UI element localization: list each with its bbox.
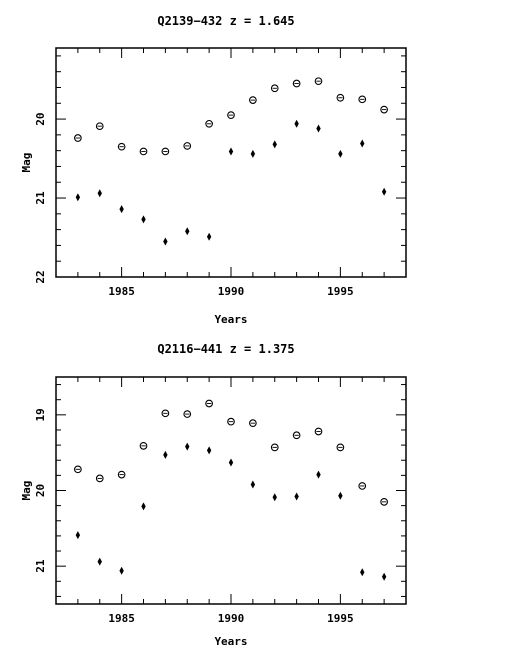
data-point-diamond [75, 193, 81, 202]
data-point-circle [205, 399, 213, 408]
data-point-circle [249, 419, 257, 428]
data-point-circle [74, 465, 82, 474]
plot-frame [55, 376, 407, 605]
x-tick-label: 1985 [108, 285, 135, 298]
data-point-circle [227, 417, 235, 426]
data-point-diamond [381, 187, 387, 196]
data-point-circle [117, 142, 126, 151]
data-point-diamond [163, 450, 168, 459]
series-2 [75, 442, 387, 581]
data-point-circle [270, 443, 279, 452]
data-point-diamond [206, 446, 212, 455]
tick-marks [55, 377, 407, 604]
data-point-diamond [338, 491, 343, 500]
data-point-circle [74, 134, 82, 142]
y-axis-label: Mag [20, 481, 33, 501]
data-point-diamond [381, 572, 387, 581]
data-point-circle [358, 482, 367, 490]
data-point-circle [117, 470, 126, 479]
data-point-circle [205, 119, 213, 128]
data-point-diamond [294, 119, 299, 128]
x-tick-label: 1985 [108, 612, 135, 625]
data-point-diamond [272, 140, 277, 149]
y-tick-label: 19 [34, 408, 47, 421]
y-tick-label: 20 [34, 484, 47, 497]
data-point-diamond [119, 566, 124, 575]
data-point-diamond [185, 442, 190, 451]
tick-marks [55, 48, 407, 278]
data-point-diamond [97, 557, 102, 566]
data-point-diamond [272, 493, 277, 502]
data-point-diamond [228, 147, 234, 156]
data-point-diamond [141, 215, 146, 224]
x-tick-label: 1990 [218, 612, 245, 625]
data-point-diamond [141, 502, 146, 511]
chart-panel-1: Q2139−432 z = 1.645 1985 1990 1995 20 21 22 Yea… [20, 14, 407, 326]
series-1 [74, 77, 388, 156]
data-point-circle [292, 79, 301, 88]
data-point-diamond [360, 139, 365, 148]
data-point-diamond [163, 237, 168, 246]
data-point-diamond [185, 227, 190, 236]
x-axis-label: Years [214, 635, 247, 648]
data-point-circle [358, 95, 367, 104]
data-point-circle [314, 77, 323, 86]
y-axis-label: Mag [20, 153, 33, 173]
data-point-circle [270, 84, 279, 93]
data-point-diamond [97, 189, 102, 198]
data-point-circle [161, 147, 170, 156]
data-point-circle [139, 147, 148, 156]
data-point-diamond [316, 470, 321, 479]
x-tick-label: 1990 [218, 285, 245, 298]
y-tick-label: 21 [34, 191, 47, 205]
data-point-circle [380, 105, 388, 114]
data-point-circle [336, 443, 345, 452]
data-point-diamond [75, 531, 81, 540]
series-1 [74, 399, 388, 506]
data-point-circle [95, 122, 104, 131]
data-point-circle [161, 409, 170, 418]
data-point-diamond [119, 205, 124, 214]
data-point-circle [314, 427, 323, 436]
data-point-circle [183, 410, 192, 418]
data-point-circle [139, 442, 148, 450]
data-point-circle [95, 474, 104, 483]
data-point-circle [292, 431, 301, 440]
y-tick-label: 21 [34, 559, 47, 573]
data-point-circle [183, 142, 192, 150]
data-point-circle [380, 498, 388, 506]
data-point-circle [249, 96, 257, 104]
data-point-diamond [250, 149, 256, 158]
data-point-diamond [206, 232, 212, 241]
data-point-diamond [294, 492, 299, 501]
x-tick-label: 1995 [327, 612, 354, 625]
chart-title: Q2116−441 z = 1.375 [157, 342, 294, 356]
data-point-diamond [360, 568, 365, 577]
x-axis-label: Years [214, 313, 247, 326]
series-2 [75, 119, 387, 246]
data-point-diamond [228, 458, 234, 467]
data-point-diamond [316, 124, 321, 133]
chart-title: Q2139−432 z = 1.645 [157, 14, 294, 28]
chart-panel-2: Q2116−441 z = 1.375 1985 1990 1995 19 20 21 Yea… [20, 342, 407, 648]
data-point-circle [336, 93, 345, 102]
data-point-diamond [338, 149, 343, 158]
y-tick-label: 22 [34, 270, 47, 283]
x-tick-label: 1995 [327, 285, 354, 298]
y-tick-label: 20 [34, 112, 47, 125]
data-point-circle [227, 111, 235, 119]
data-point-diamond [250, 480, 256, 489]
plot-frame [55, 47, 407, 278]
